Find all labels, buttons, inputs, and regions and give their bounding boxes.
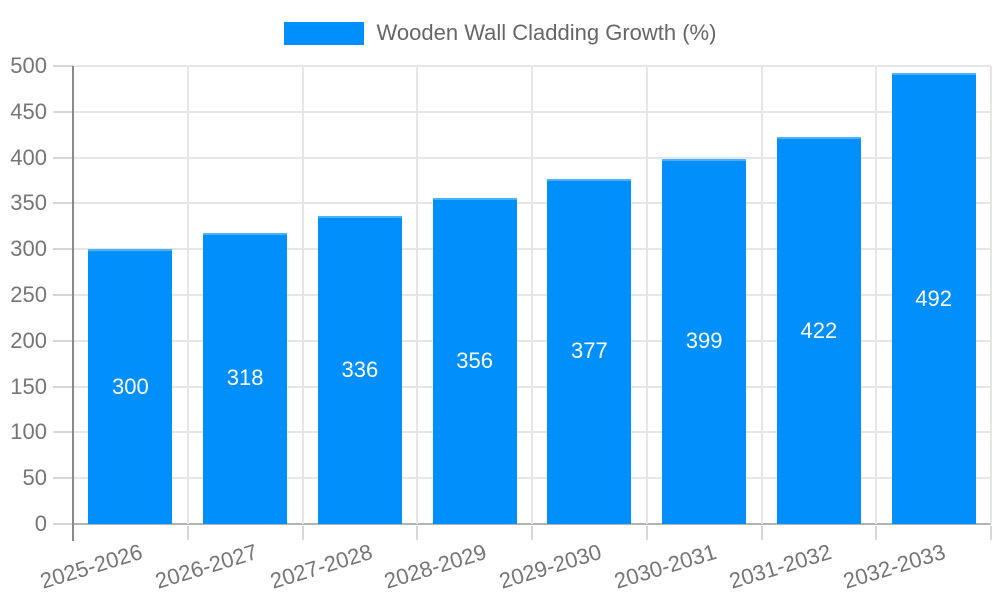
x-tick-label: 2027-2028	[266, 539, 375, 594]
y-tick	[53, 339, 73, 342]
bar-2032-2033[interactable]	[891, 73, 976, 524]
x-tick	[301, 526, 304, 540]
y-tick-label: 450	[10, 98, 47, 124]
x-tick-label: 2028-2029	[381, 539, 490, 594]
v-gridline	[301, 66, 304, 524]
y-tick-label: 50	[22, 465, 47, 491]
bar-value-label: 336	[341, 357, 379, 383]
x-tick-label: 2032-2033	[840, 539, 949, 594]
bar-2026-2027[interactable]	[203, 232, 288, 524]
v-gridline	[990, 66, 992, 524]
y-tick	[53, 65, 73, 67]
y-tick-label: 150	[10, 373, 47, 399]
y-tick	[53, 477, 73, 480]
y-tick	[53, 202, 73, 205]
y-tick	[53, 248, 73, 251]
v-gridline	[186, 66, 189, 524]
bar-2028-2029[interactable]	[432, 197, 517, 524]
y-tick	[53, 385, 73, 388]
v-gridline	[416, 66, 419, 524]
y-tick	[53, 431, 73, 434]
x-tick	[760, 526, 763, 540]
y-tick	[53, 156, 73, 159]
bar-value-label: 300	[112, 373, 149, 399]
y-tick	[53, 294, 73, 296]
y-tick-label: 250	[10, 282, 47, 307]
v-gridline	[531, 66, 533, 524]
bar-2030-2031[interactable]	[662, 158, 747, 524]
y-tick	[53, 523, 73, 525]
y-tick	[53, 110, 73, 113]
x-tick-label: 2030-2031	[611, 539, 720, 594]
y-tick-label: 400	[10, 144, 47, 170]
legend[interactable]: Wooden Wall Cladding Growth (%)	[0, 20, 1000, 46]
v-gridline	[645, 66, 648, 524]
bar-2029-2030[interactable]	[547, 178, 632, 524]
x-tick	[416, 526, 419, 540]
x-tick	[990, 526, 992, 540]
y-tick-label: 100	[10, 419, 47, 445]
x-tick-label: 2025-2026	[37, 539, 146, 594]
y-tick-label: 0	[34, 511, 47, 536]
bar-value-label: 422	[800, 317, 838, 343]
bar-2031-2032[interactable]	[776, 137, 861, 524]
bar-value-label: 399	[685, 328, 723, 354]
legend-swatch	[283, 21, 364, 45]
y-tick-label: 200	[10, 327, 47, 353]
x-tick	[186, 526, 189, 540]
x-tick-label: 2026-2027	[152, 539, 261, 594]
bar-value-label: 356	[456, 347, 493, 373]
bar-2025-2026[interactable]	[88, 249, 173, 524]
legend-label: Wooden Wall Cladding Growth (%)	[376, 20, 717, 45]
x-tick-label: 2029-2030	[496, 539, 605, 594]
y-tick-label: 300	[10, 236, 47, 262]
x-tick	[875, 526, 878, 540]
v-gridline	[760, 66, 763, 524]
x-tick	[531, 526, 533, 540]
bar-value-label: 377	[571, 338, 608, 364]
y-tick-label: 350	[10, 190, 47, 216]
bar-value-label: 492	[915, 285, 952, 311]
y-axis-line	[72, 66, 74, 541]
v-gridline	[875, 66, 878, 524]
x-axis-line	[73, 523, 991, 525]
bar-2027-2028[interactable]	[317, 216, 402, 524]
y-tick-label: 500	[10, 53, 47, 78]
bar-value-label: 318	[226, 365, 264, 391]
x-tick-label: 2031-2032	[725, 539, 834, 594]
x-tick	[645, 526, 648, 540]
